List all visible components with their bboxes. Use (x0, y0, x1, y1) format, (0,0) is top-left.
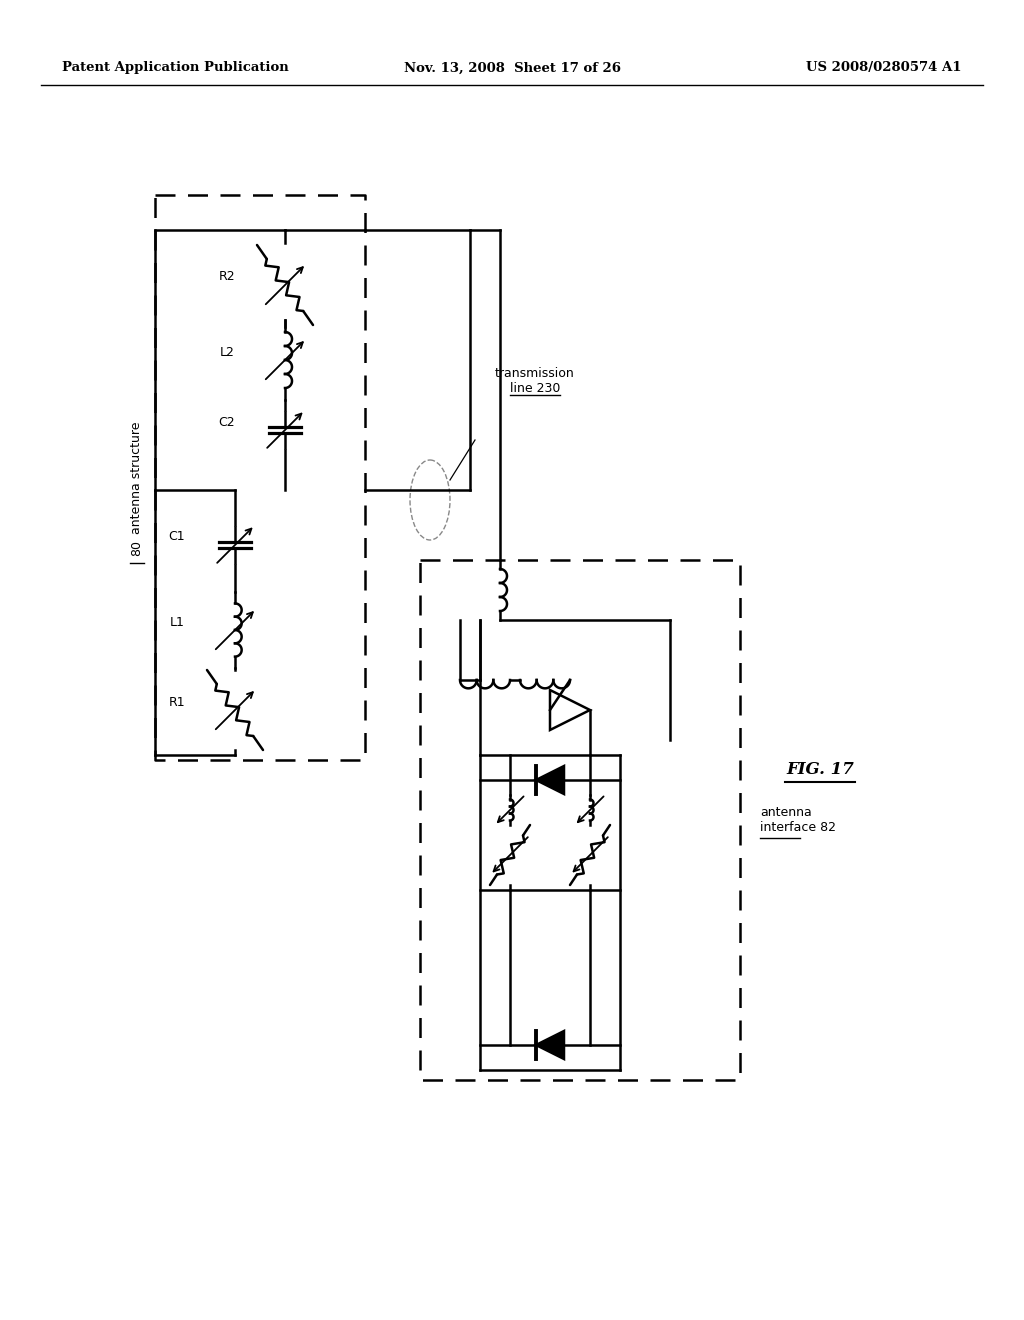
Polygon shape (536, 1031, 564, 1059)
Text: US 2008/0280574 A1: US 2008/0280574 A1 (807, 62, 962, 74)
Text: L2: L2 (220, 346, 234, 359)
Text: C2: C2 (218, 416, 234, 429)
Text: L1: L1 (170, 615, 185, 628)
Text: antenna
interface 82: antenna interface 82 (760, 807, 836, 834)
Text: Nov. 13, 2008  Sheet 17 of 26: Nov. 13, 2008 Sheet 17 of 26 (403, 62, 621, 74)
Text: transmission
line 230: transmission line 230 (496, 367, 574, 395)
Text: antenna structure: antenna structure (130, 421, 143, 533)
Text: R1: R1 (168, 696, 185, 709)
Text: FIG. 17: FIG. 17 (786, 762, 854, 779)
Text: 80: 80 (130, 540, 143, 556)
Text: R2: R2 (218, 271, 234, 284)
Text: Patent Application Publication: Patent Application Publication (62, 62, 289, 74)
Text: C1: C1 (168, 531, 185, 544)
Polygon shape (536, 766, 564, 795)
